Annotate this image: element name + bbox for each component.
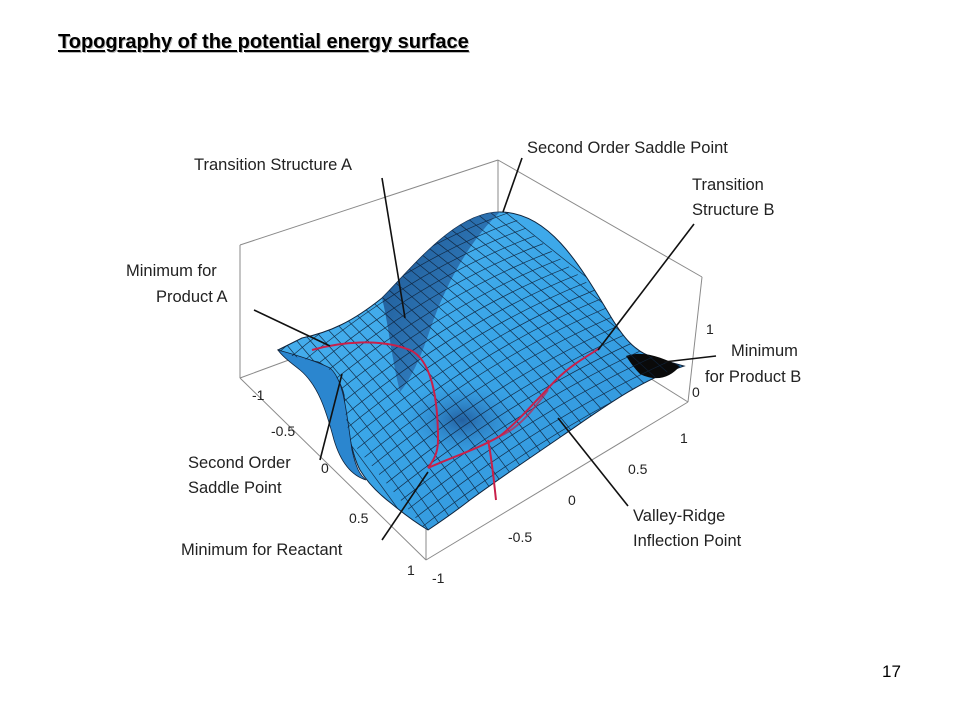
mesh-line <box>306 243 544 389</box>
label-minimum-reactant: Minimum for Reactant <box>181 541 343 559</box>
product-b-tip <box>626 353 680 379</box>
mesh-line <box>345 291 514 478</box>
label-second-order-saddle-top: Second Order Saddle Point <box>527 139 728 157</box>
mesh-line <box>396 258 577 437</box>
energy-surface <box>276 211 686 531</box>
label-minimum-product-a-1: Minimum for <box>126 262 217 280</box>
front-tick-4: 0.5 <box>628 461 648 477</box>
front-tick-5: 1 <box>680 430 688 446</box>
mesh-line <box>362 280 535 465</box>
left-tick-4: 0.5 <box>349 510 369 526</box>
right-tick-2: 0 <box>692 384 700 400</box>
mesh-line <box>342 281 587 432</box>
mesh-line <box>413 248 597 423</box>
ridge-shadow <box>382 212 500 392</box>
path-vri-side <box>499 389 549 437</box>
mesh-line <box>371 275 545 458</box>
label-transition-structure-a: Transition Structure A <box>194 156 352 174</box>
valley-shadow <box>402 382 522 458</box>
right-tick-1: 1 <box>706 321 714 337</box>
annotation-labels: Transition Structure A Second Order Sadd… <box>126 139 801 559</box>
mesh-line <box>349 289 596 441</box>
label-transition-structure-b-2: Structure B <box>692 201 775 219</box>
mesh-line <box>335 274 578 423</box>
mesh-line <box>393 336 647 493</box>
path-to-product-a <box>311 341 440 469</box>
mesh-line <box>286 329 442 527</box>
left-tick-5: 1 <box>407 562 415 578</box>
mesh-line <box>388 264 566 444</box>
mesh-line <box>320 258 561 406</box>
page-number: 17 <box>882 662 901 681</box>
label-minimum-product-b-1: Minimum <box>731 342 798 360</box>
mesh-line <box>320 307 483 499</box>
mesh-line <box>407 351 665 510</box>
label-minimum-product-b-2: for Product B <box>705 368 801 386</box>
mesh-line <box>386 328 639 484</box>
mesh-line <box>313 251 552 398</box>
label-valley-ridge-1: Valley-Ridge <box>633 507 725 525</box>
mesh-line <box>430 237 618 409</box>
mesh-line <box>354 285 525 471</box>
mesh-line <box>328 302 493 492</box>
mesh-line <box>312 312 473 506</box>
mesh-line <box>291 227 527 372</box>
axis-ticks: -1 -0.5 0 0.5 1 -1 -0.5 0 0.5 1 1 0 <box>252 321 714 586</box>
front-tick-1: -1 <box>432 570 445 586</box>
left-tick-1: -1 <box>252 387 265 403</box>
page-title: Topography of the potential energy surfa… <box>58 31 469 53</box>
label-valley-ridge-2: Inflection Point <box>633 532 742 550</box>
label-minimum-product-a-2: Product A <box>156 288 228 306</box>
mesh-line <box>379 269 556 451</box>
mesh-line <box>464 215 660 382</box>
mesh-line <box>455 221 649 388</box>
left-tick-2: -0.5 <box>271 423 295 439</box>
label-transition-structure-b-1: Transition <box>692 176 764 194</box>
front-tick-3: 0 <box>568 492 576 508</box>
mesh-line <box>357 297 604 449</box>
mesh-line <box>371 312 622 467</box>
reaction-paths <box>311 341 601 501</box>
mesh-line <box>400 343 656 501</box>
mesh-line <box>327 266 570 415</box>
mesh-line <box>378 320 630 475</box>
leader-lines <box>253 157 717 541</box>
mesh-line <box>337 296 504 485</box>
label-second-order-saddle-left-1: Second Order <box>188 454 291 472</box>
mesh-line <box>298 235 535 380</box>
label-second-order-saddle-left-2: Saddle Point <box>188 479 282 497</box>
front-tick-2: -0.5 <box>508 529 532 545</box>
left-tick-3: 0 <box>321 460 329 476</box>
mesh-line <box>447 226 639 395</box>
path-to-product-b <box>427 347 601 469</box>
path-to-vri <box>487 439 497 501</box>
mesh-line <box>405 253 587 430</box>
front-wall-left <box>277 349 367 481</box>
mesh-line <box>415 359 673 519</box>
mesh-line <box>364 305 613 458</box>
